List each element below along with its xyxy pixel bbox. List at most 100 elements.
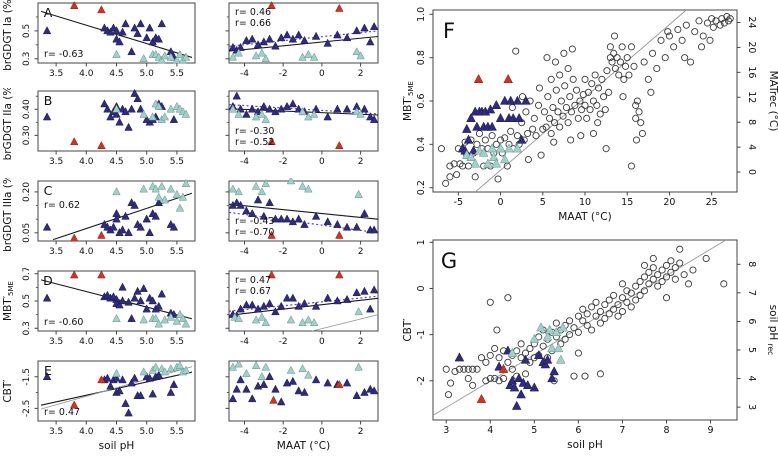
x-tick-label: 0	[319, 247, 325, 257]
data-point-dark-blue-triangles	[253, 195, 263, 204]
data-point-circle	[703, 19, 711, 27]
data-point-dark-blue-triangles	[259, 37, 269, 46]
x-tick-label: 2	[358, 69, 364, 79]
data-point-circle	[610, 49, 618, 57]
data-point-circle	[482, 358, 490, 366]
data-point-dark-blue-triangles	[342, 294, 352, 303]
data-point-light-blue-triangles	[558, 322, 568, 332]
data-point-red-triangles	[70, 233, 79, 242]
data-point-dark-blue-triangles	[277, 397, 286, 406]
data-point-circle	[605, 310, 613, 318]
data-point-dark-blue-triangles	[112, 208, 121, 217]
x-tick-label: 4.5	[109, 157, 123, 167]
data-point-circle	[605, 88, 613, 96]
data-point-dark-blue-triangles	[265, 198, 274, 207]
data-point-circle	[635, 108, 643, 116]
data-point-light-blue-triangles	[234, 187, 243, 196]
x-tick-label: 4	[487, 425, 493, 436]
plot-frame	[228, 360, 379, 422]
data-point-circle	[627, 43, 635, 51]
data-point-circle	[539, 342, 547, 350]
plot-frame	[228, 90, 379, 152]
data-point-light-blue-triangles	[286, 365, 296, 374]
data-point-red-triangles	[269, 395, 278, 404]
data-point-circle	[664, 28, 672, 36]
x-tick-label: 5	[540, 197, 546, 208]
reference-line	[312, 314, 379, 332]
data-point-circle	[581, 101, 589, 109]
data-point-circle	[625, 71, 633, 79]
data-point-circle	[464, 162, 473, 170]
data-point-light-blue-triangles	[166, 184, 176, 193]
data-point-dark-blue-triangles	[522, 379, 533, 390]
x-tick-label: -4	[240, 247, 249, 257]
data-point-light-blue-triangles	[160, 367, 170, 376]
data-point-circle	[557, 340, 565, 348]
data-point-circle	[667, 257, 675, 265]
data-point-dark-blue-triangles	[366, 304, 375, 313]
regression-line-black	[228, 203, 379, 220]
data-point-dark-blue-triangles	[236, 375, 245, 384]
data-point-circle	[632, 114, 640, 122]
data-point-light-blue-triangles	[553, 343, 564, 353]
data-point-circle	[588, 80, 596, 88]
x-tick-label: 15	[621, 197, 633, 208]
data-point-dark-blue-triangles	[277, 33, 286, 42]
data-point-circle	[602, 145, 610, 153]
panel-A_left: 3.5 4.0 4.5 5.0 5.5 0.3 0.5 Ar= -0.63 brGDGT Ia …	[2, 0, 196, 79]
data-point-dark-blue-triangles	[369, 225, 379, 234]
data-point-light-blue-triangles	[495, 143, 506, 153]
panel-E_left: 3.5 4.0 4.5 5.0 5.5 -2.5 -1.5 Er= 0.47 soil pH CB…	[2, 360, 196, 452]
data-point-light-blue-triangles	[542, 331, 553, 341]
data-point-circle	[567, 108, 576, 116]
data-point-circle	[621, 62, 630, 70]
data-point-dark-blue-triangles	[514, 373, 524, 383]
data-point-dark-blue-triangles	[103, 104, 112, 113]
data-point-light-blue-triangles	[172, 55, 182, 64]
data-point-circle	[512, 47, 520, 55]
data-point-circle	[671, 264, 679, 272]
data-point-circle	[649, 264, 657, 272]
data-point-dark-blue-triangles	[512, 95, 523, 105]
data-point-circle	[662, 294, 671, 302]
x-tick-label: 3.5	[49, 337, 63, 347]
data-point-circle	[600, 93, 608, 101]
data-point-dark-blue-triangles	[124, 408, 133, 417]
data-point-light-blue-triangles	[304, 184, 313, 193]
data-point-circle	[566, 331, 574, 339]
data-point-dark-blue-triangles	[142, 304, 151, 313]
data-point-circle	[529, 125, 537, 133]
data-point-circle	[556, 123, 564, 131]
data-point-dark-blue-triangles	[154, 34, 163, 43]
reference-line	[432, 239, 727, 416]
data-point-circle	[618, 280, 626, 288]
data-point-circle	[658, 266, 666, 274]
data-point-light-blue-triangles	[160, 51, 170, 60]
data-point-circle	[554, 108, 562, 116]
data-point-circle	[469, 365, 477, 373]
x-tick-label: 5.5	[170, 427, 184, 437]
data-point-circle	[640, 287, 649, 295]
data-point-dark-blue-triangles	[145, 228, 154, 237]
data-point-dark-blue-triangles	[118, 296, 127, 305]
data-point-dark-blue-triangles	[166, 387, 176, 396]
data-point-circle	[508, 365, 516, 373]
data-point-circle	[521, 370, 530, 378]
data-point-dark-blue-triangles	[106, 27, 115, 36]
data-point-dark-blue-triangles	[121, 211, 130, 220]
x-tick-label: -2	[279, 69, 288, 79]
data-point-dark-blue-triangles	[265, 104, 274, 113]
data-point-light-blue-triangles	[166, 52, 176, 61]
x-axis-label: MAAT (°C)	[277, 440, 330, 452]
data-point-circle	[499, 374, 508, 383]
data-point-red-triangles	[70, 137, 79, 146]
data-point-circle	[584, 88, 592, 96]
data-point-red-triangles	[267, 137, 276, 146]
data-point-red-triangles	[97, 230, 106, 239]
x-tick-label: -4	[240, 157, 249, 167]
data-point-dark-blue-triangles	[124, 122, 133, 131]
data-point-circle	[682, 21, 690, 29]
data-point-red-triangles	[335, 141, 344, 149]
data-point-circle	[446, 162, 454, 170]
data-point-circle	[620, 75, 628, 83]
